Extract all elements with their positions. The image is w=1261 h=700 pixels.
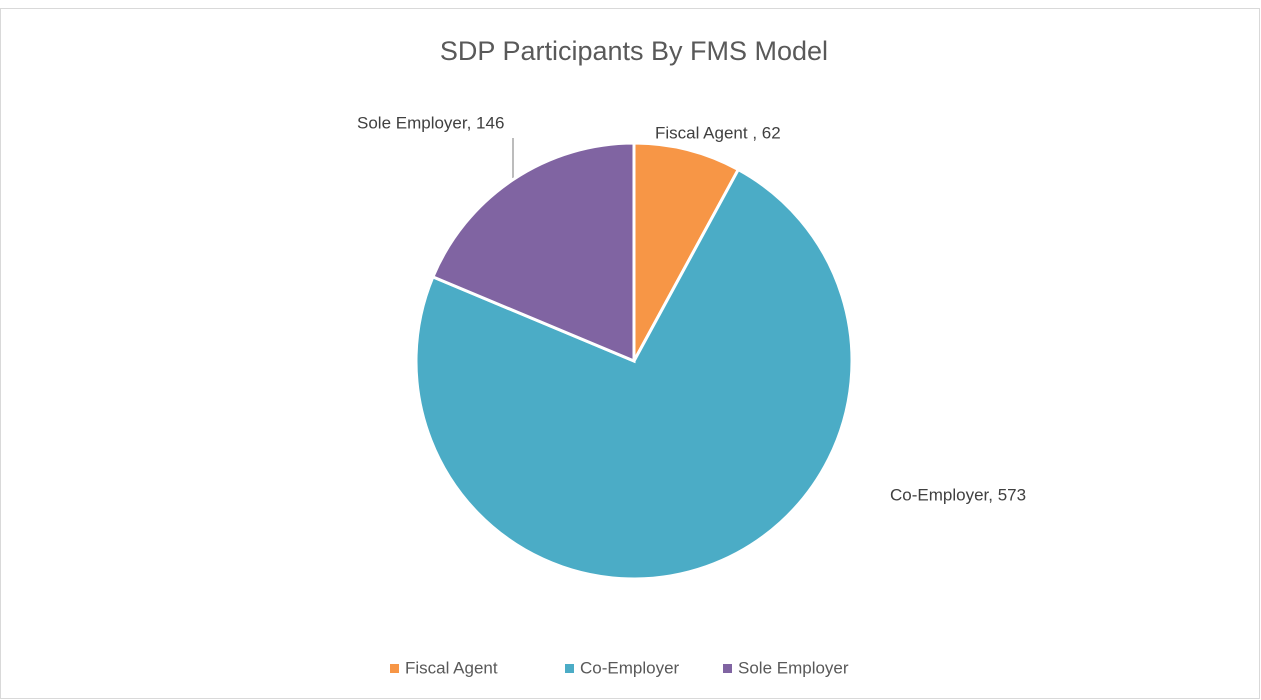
legend-swatch — [390, 664, 399, 673]
legend-swatch — [565, 664, 574, 673]
pie-slice — [632, 141, 741, 362]
pie-slice — [430, 141, 636, 364]
data-label: Fiscal Agent , 62 — [655, 123, 781, 142]
legend-label: Co-Employer — [580, 658, 680, 677]
chart-title: SDP Participants By FMS Model — [440, 36, 828, 66]
data-label: Co-Employer, 573 — [890, 485, 1026, 504]
legend-swatch — [723, 664, 732, 673]
data-label: Sole Employer, 146 — [357, 113, 504, 132]
legend-label: Fiscal Agent — [405, 658, 498, 677]
pie-slice — [414, 167, 854, 581]
legend-label: Sole Employer — [738, 658, 849, 677]
